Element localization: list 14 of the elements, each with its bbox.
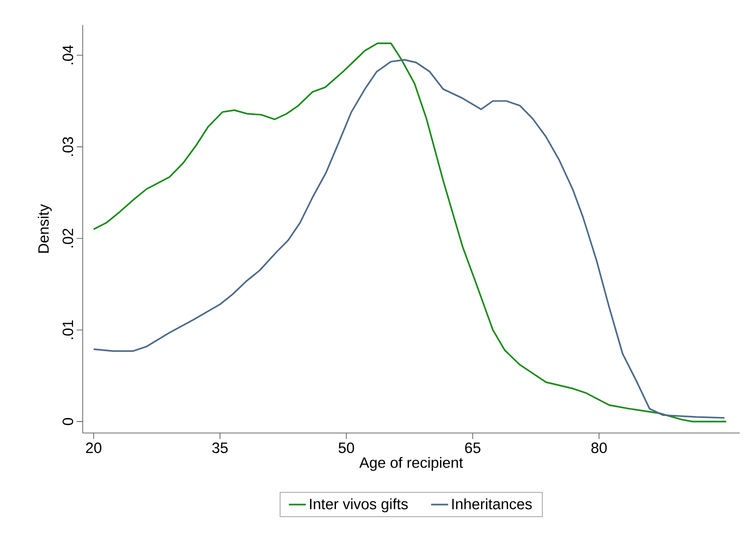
y-axis-title: Density [38,204,52,253]
y-tick-label: .03 [62,137,74,156]
legend-label: Inter vivos gifts [310,498,408,512]
x-tick-label: 50 [338,442,354,454]
x-tick-label: 80 [591,442,607,454]
x-axis-title: Age of recipient [359,456,463,471]
x-tick-label: 20 [86,442,102,454]
x-tick-label: 65 [465,442,480,454]
y-tick-label: 0 [62,418,74,426]
legend-label: Inheritances [452,498,532,510]
x-tick-label: 35 [212,442,228,454]
y-tick-label: .01 [62,320,74,339]
y-tick-label: .02 [62,228,74,248]
y-tick-label: .04 [62,45,74,64]
